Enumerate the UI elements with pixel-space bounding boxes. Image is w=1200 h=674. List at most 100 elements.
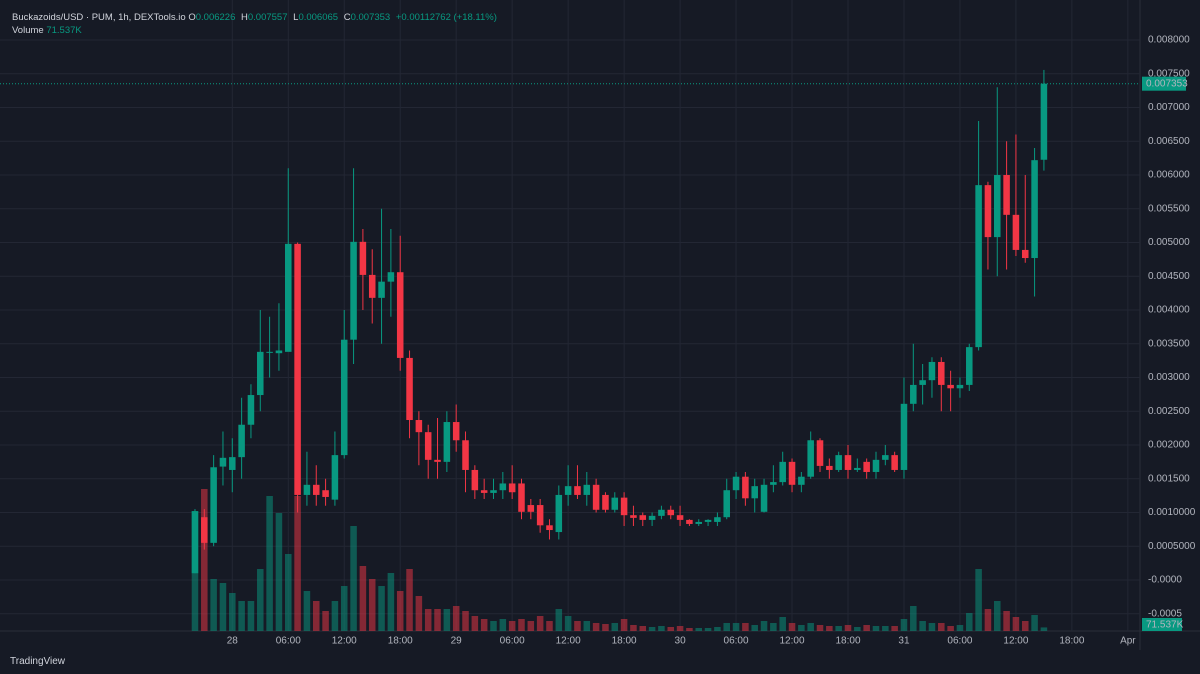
volume-bar xyxy=(238,601,245,631)
volume-bar xyxy=(910,606,917,631)
candle-body xyxy=(415,420,423,433)
legend: Buckazoids/USD · PUM, 1h, DEXTools.io O0… xyxy=(12,11,500,37)
candle-body xyxy=(872,459,880,472)
candle-body xyxy=(583,484,591,495)
candle-body xyxy=(788,461,796,485)
candle-body xyxy=(462,440,469,470)
volume-bar xyxy=(975,569,982,631)
volume-bar xyxy=(592,623,600,631)
candle-body xyxy=(331,455,339,500)
x-tick-label: 06:00 xyxy=(724,636,749,647)
volume-bar xyxy=(891,626,898,631)
candle-body xyxy=(219,457,227,467)
volume-bar xyxy=(919,621,926,631)
volume-bar xyxy=(247,601,255,631)
volume-bar xyxy=(1003,611,1010,631)
x-tick-label: 06:00 xyxy=(500,636,525,647)
candle-body xyxy=(368,274,376,298)
volume-title: Volume xyxy=(12,25,44,36)
volume-bar xyxy=(294,496,301,631)
volume-bar xyxy=(396,591,404,631)
candle-body xyxy=(546,525,553,531)
volume-bar xyxy=(882,626,889,631)
volume-bar xyxy=(1040,627,1048,631)
candle-body xyxy=(751,486,758,499)
x-tick-label: 12:00 xyxy=(780,636,805,647)
volume-bar xyxy=(956,625,964,631)
last-price-badge xyxy=(1142,76,1186,91)
volume-bar xyxy=(751,625,758,631)
price-legend: Buckazoids/USD · PUM, 1h, DEXTools.io O0… xyxy=(12,11,500,24)
candle-body xyxy=(312,484,320,495)
candle-body xyxy=(452,422,460,441)
candle-body xyxy=(424,432,432,460)
candle-body xyxy=(201,517,208,543)
volume-bar xyxy=(788,623,796,631)
volume-bar xyxy=(835,626,842,631)
candle-body xyxy=(378,281,385,298)
volume-bar xyxy=(667,627,675,631)
candle-body xyxy=(303,484,311,495)
x-tick-label: 06:00 xyxy=(276,636,301,647)
volume-bar xyxy=(695,628,703,631)
y-tick-label: 0.007500 xyxy=(1148,68,1190,79)
volume-bar xyxy=(630,625,637,631)
volume-bar xyxy=(275,513,283,631)
volume-bar xyxy=(574,621,581,631)
volume-bar xyxy=(322,611,329,631)
volume-bar xyxy=(368,579,376,631)
candle-body xyxy=(863,461,870,472)
y-tick-label: 0.0010000 xyxy=(1148,507,1196,518)
volume-bar xyxy=(760,621,768,631)
candle-body xyxy=(854,467,861,470)
candle-body xyxy=(826,465,833,470)
candle-body xyxy=(620,497,628,516)
candle-body xyxy=(480,490,488,493)
candle-body xyxy=(844,455,852,470)
volume-bar xyxy=(966,613,973,631)
candle-body xyxy=(210,467,217,543)
volume-bar xyxy=(686,628,693,631)
candle-body xyxy=(285,243,292,352)
x-tick-label: 28 xyxy=(227,636,239,647)
candle-body xyxy=(1012,214,1020,250)
volume-bar xyxy=(807,623,814,631)
volume-bar xyxy=(257,569,264,631)
c-label: C xyxy=(343,12,351,23)
volume-bar xyxy=(854,627,861,631)
candle-body xyxy=(555,494,563,533)
volume-bar xyxy=(676,626,684,631)
candle-body xyxy=(238,424,245,458)
volume-bar xyxy=(303,591,311,631)
x-tick-label: 30 xyxy=(675,636,687,647)
candle-body xyxy=(611,497,619,510)
volume-bar xyxy=(266,496,273,631)
x-tick-label: Apr xyxy=(1120,636,1136,647)
volume-value: 71.537K xyxy=(46,25,82,36)
l-value: 0.006065 xyxy=(298,12,339,23)
volume-bar xyxy=(424,609,432,631)
candle-body xyxy=(322,490,329,497)
candle-body xyxy=(490,490,497,493)
volume-bar xyxy=(984,609,992,631)
candle-body xyxy=(434,459,441,462)
candle-body xyxy=(499,483,507,491)
volume-bar xyxy=(723,623,730,631)
candle-body xyxy=(928,361,936,381)
volume-bar xyxy=(704,628,712,631)
volume-legend: Volume 71.537K xyxy=(12,24,500,37)
y-tick-label: 0.008000 xyxy=(1148,35,1190,46)
volume-bar xyxy=(658,626,665,631)
x-tick-label: 12:00 xyxy=(1003,636,1028,647)
candle-body xyxy=(1040,83,1048,160)
volume-bar xyxy=(863,625,870,631)
x-tick-label: 18:00 xyxy=(835,636,860,647)
volume-bar xyxy=(732,623,740,631)
y-tick-label: 0.006000 xyxy=(1148,170,1190,181)
y-tick-label: 0.004000 xyxy=(1148,305,1190,316)
volume-bar xyxy=(210,579,217,631)
candle-body xyxy=(919,380,926,385)
volume-badge xyxy=(1142,618,1182,631)
